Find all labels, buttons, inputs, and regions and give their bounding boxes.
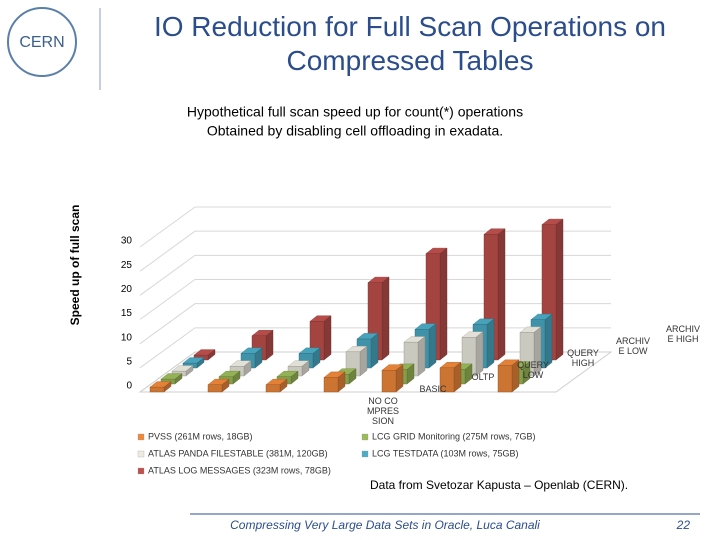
bar-side xyxy=(323,315,332,361)
logo: CERN xyxy=(19,34,64,51)
logo-ring xyxy=(7,7,77,77)
bar xyxy=(207,378,230,393)
legend-swatch xyxy=(137,433,145,441)
bar-front xyxy=(381,370,397,393)
x-tick-label: BASIC xyxy=(419,384,447,394)
bar xyxy=(497,359,520,393)
page-number: 22 xyxy=(676,518,691,532)
bar-front xyxy=(497,365,513,393)
bar-side xyxy=(439,247,448,361)
footer: Compressing Very Large Data Sets in Orac… xyxy=(230,518,540,532)
y-tick-label: 10 xyxy=(121,332,133,343)
bar xyxy=(323,371,346,393)
bar-front xyxy=(207,384,223,393)
legend-label: ATLAS PANDA FILESTABLE (381M, 120GB) xyxy=(148,448,328,458)
title-box: IO Reduction for Full Scan Operations on… xyxy=(153,11,667,76)
bar xyxy=(381,364,404,393)
legend-label: ATLAS LOG MESSAGES (323M rows, 78GB) xyxy=(148,465,331,475)
x-tick-label: QUERY LOW xyxy=(517,360,549,380)
floor xyxy=(138,351,613,393)
y-tick-label: 5 xyxy=(126,356,132,367)
bar-side xyxy=(475,331,484,377)
y-axis-label: Speed up of full scan xyxy=(68,205,82,326)
y-tick-label: 0 xyxy=(126,381,132,392)
y-tick-label: 15 xyxy=(121,308,133,319)
source-note: Data from Svetozar Kapusta – Openlab (CE… xyxy=(370,478,628,492)
y-tick-label: 20 xyxy=(121,284,133,295)
grid-line xyxy=(139,327,611,369)
bar-side xyxy=(370,332,379,369)
bar-side xyxy=(486,318,495,369)
legend-swatch xyxy=(361,433,369,441)
y-tick-label: 25 xyxy=(121,260,133,271)
y-tick-label: 30 xyxy=(121,236,133,247)
x-tick-label: ARCHIVE LOW xyxy=(616,336,651,356)
grid-line xyxy=(139,206,611,248)
grid-line xyxy=(139,279,611,320)
legend-label: LCG GRID Monitoring (275M rows, 7GB) xyxy=(372,431,536,441)
x-tick-label: OLTP xyxy=(471,372,495,382)
x-tick-label: NO COMPRESSION xyxy=(366,396,399,426)
legend-label: LCG TESTDATA (103M rows, 75GB) xyxy=(372,448,519,458)
x-tick-label: ARCHIVE HIGH xyxy=(666,324,701,344)
bar-front xyxy=(323,377,339,393)
bar-side xyxy=(428,323,437,369)
bar-side xyxy=(497,228,506,361)
grid-line xyxy=(139,230,611,272)
chart-subtitle: Obtained by disabling cell offloading in… xyxy=(207,123,503,139)
bar-side xyxy=(381,276,390,361)
x-tick-label: QUERY HIGH xyxy=(567,348,599,368)
bar-side xyxy=(555,218,564,361)
legend-swatch xyxy=(137,450,145,458)
legend-swatch xyxy=(361,450,369,458)
bar xyxy=(265,378,288,393)
chart-title: Hypothetical full scan speed up for coun… xyxy=(187,104,523,120)
bar xyxy=(149,381,172,393)
grid-line xyxy=(139,303,611,345)
slide-title: IO Reduction for Full Scan Operations on… xyxy=(153,11,667,76)
grid-line xyxy=(139,254,611,296)
bar-side xyxy=(417,336,426,377)
legend-swatch xyxy=(137,467,145,475)
bar-front xyxy=(265,384,281,393)
bar-front xyxy=(439,367,455,393)
bar-front xyxy=(149,386,165,393)
bar xyxy=(439,361,462,393)
legend-label: PVSS (261M rows, 18GB) xyxy=(148,431,253,441)
